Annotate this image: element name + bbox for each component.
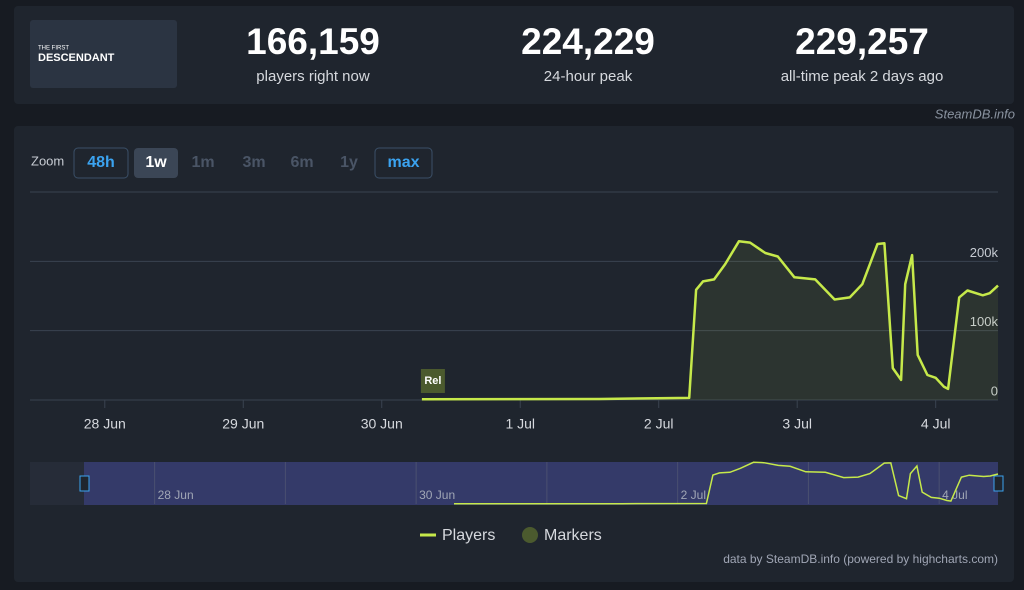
y-tick-label: 200k [970, 245, 999, 260]
x-tick-label: 1 Jul [505, 416, 535, 432]
x-tick-label: 30 Jun [361, 416, 403, 432]
navigator-label: 4 Jul [942, 488, 967, 502]
zoom-option[interactable]: 3m [242, 154, 265, 171]
navigator-range[interactable] [84, 462, 998, 505]
x-tick-label: 2 Jul [644, 416, 674, 432]
line [421, 239, 999, 401]
source[interactable]: SteamDB.info [935, 106, 1015, 121]
zoom-button[interactable] [134, 148, 178, 178]
navigator-line [453, 461, 999, 505]
zoom-option[interactable]: max [387, 154, 419, 171]
stat-value: 229,257 [795, 21, 929, 62]
zoom-button[interactable] [73, 147, 129, 179]
legend-label[interactable]: Players [442, 527, 495, 544]
game-logo [30, 20, 177, 88]
logo-text: THE FIRST [38, 46, 69, 52]
x-tick-label: 29 Jun [222, 416, 264, 432]
x-tick-label: 3 Jul [782, 416, 812, 432]
zoom-option[interactable]: 1y [340, 154, 358, 171]
navigator-label: 2 Jul [681, 488, 706, 502]
stat-label: 24-hour peak [544, 68, 633, 85]
x-tick-label: 4 Jul [921, 416, 951, 432]
y-tick-label: 0 [991, 383, 998, 398]
plot: 0 100k 200k 28 Jun 28 Jun 29 Jun 30 Jun 30 Jun 1… [30, 239, 999, 566]
zoom-option[interactable]: 1w [145, 154, 167, 171]
stats-panel [14, 6, 1014, 104]
navigator-label: 30 Jun [419, 488, 455, 502]
zoom-option[interactable]: 48h [87, 154, 115, 171]
marker[interactable] [420, 369, 445, 393]
zoom-option[interactable]: 1m [191, 154, 214, 171]
stat-label: all-time peak 2 days ago [781, 68, 944, 85]
navigator-label: 28 Jun [158, 488, 194, 502]
navigator-handle[interactable] [993, 475, 1004, 492]
navigator-handle[interactable] [79, 475, 90, 492]
zoom-option[interactable]: 6m [290, 154, 313, 171]
logo-text: DESCENDANT [38, 52, 115, 64]
y-tick-label: 100k [970, 314, 999, 329]
legend-symbol [522, 527, 538, 543]
stat-label: players right now [256, 68, 370, 85]
marker-label: Rel [424, 375, 441, 387]
zoom-button[interactable] [374, 147, 433, 179]
x-tick-label: 28 Jun [84, 416, 126, 432]
stat-value: 166,159 [246, 21, 380, 62]
legend-label[interactable]: Markers [544, 527, 602, 544]
credit[interactable]: data by SteamDB.info (powered by highcha… [723, 552, 998, 566]
zoom-label: Zoom [31, 153, 64, 168]
stat-value: 224,229 [521, 21, 655, 62]
zoom-buttons: 48h 1w 1m 3m 6m 1y max [73, 147, 433, 179]
area [421, 241, 998, 400]
